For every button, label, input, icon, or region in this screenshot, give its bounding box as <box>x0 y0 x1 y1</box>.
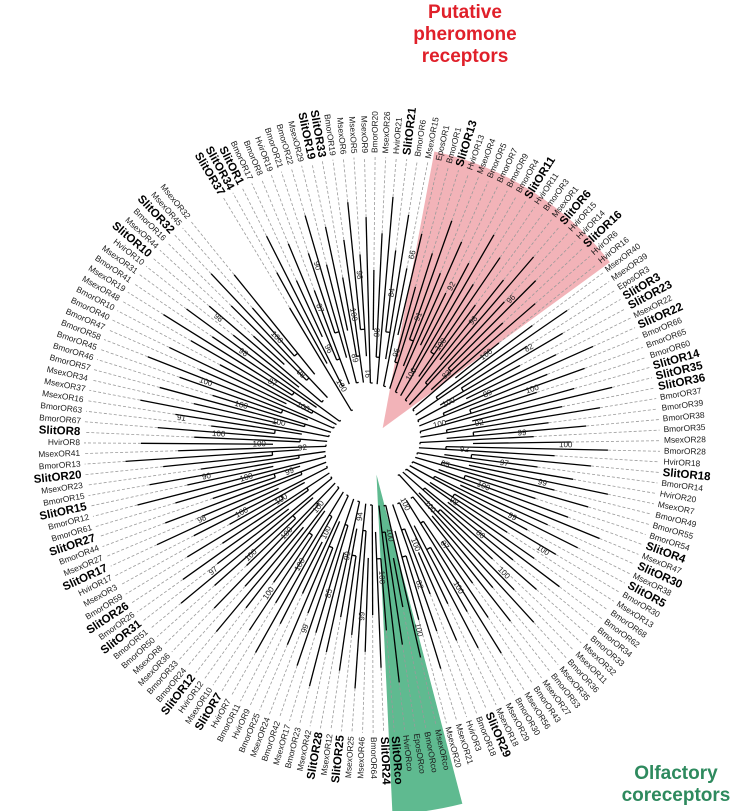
pheromone-clade-title: Putative pheromone receptors <box>380 2 550 68</box>
leaf-label: SlitOR24 <box>378 737 392 786</box>
bootstrap-value: 85 <box>323 587 334 598</box>
bootstrap-value: 96 <box>322 343 334 355</box>
bootstrap-value: 100 <box>234 399 250 411</box>
leaf-label: MsexOR46 <box>355 736 366 779</box>
leaf-label: SlitOR8 <box>39 424 82 438</box>
bootstrap-value: 100 <box>272 417 287 428</box>
bootstrap-value: 100 <box>334 377 349 394</box>
bootstrap-value: 99 <box>299 622 311 634</box>
pheromone-title-line-2: pheromone <box>413 24 517 45</box>
bootstrap-value: 100 <box>385 528 396 543</box>
bootstrap-value: 100 <box>432 418 448 430</box>
bootstrap-value: 97 <box>499 458 510 468</box>
bootstrap-value: 100 <box>496 565 512 581</box>
bootstrap-value: 100 <box>377 571 387 585</box>
bootstrap-value: 99 <box>517 428 527 437</box>
leaf-label: SlitOR25 <box>330 734 347 784</box>
bootstrap-value: 100 <box>293 556 308 573</box>
pheromone-title-line-1: Putative <box>428 2 502 23</box>
coreceptor-clade-title: Olfactory coreceptors <box>610 763 742 807</box>
leaf-label: HvirOR18 <box>663 456 701 468</box>
tree-branches <box>125 196 613 689</box>
bootstrap-value: 100 <box>559 440 573 449</box>
bootstrap-value: 98 <box>196 513 208 525</box>
leaf-label: SlitOR20 <box>33 469 82 486</box>
leaf-label: SlitOR18 <box>662 467 711 484</box>
bootstrap-value: 99 <box>284 465 296 477</box>
bootstrap-value: 100 <box>261 585 276 602</box>
bootstrap-value: 100 <box>409 537 422 553</box>
leaf-label: HvirORco <box>401 734 415 772</box>
bootstrap-value: 100 <box>234 505 251 520</box>
bootstrap-value: 82 <box>414 579 425 591</box>
bootstrap-value: 85 <box>439 459 451 470</box>
bootstrap-value: 91 <box>412 310 424 322</box>
leaf-label: HvirOR21 <box>391 117 404 155</box>
bootstrap-value: 100 <box>535 543 552 558</box>
bootstrap-value: 66 <box>407 249 418 260</box>
leaf-label: HvirOR8 <box>48 437 81 447</box>
bootstrap-value: 100 <box>476 479 492 493</box>
leaf-labels: SlitOR37SlitOR34SlitOR1BmorOR17BmorOR8Hv… <box>33 106 711 785</box>
bootstrap-value: 92 <box>474 418 485 428</box>
bootstrap-value: 99 <box>342 550 353 561</box>
bootstrap-value: 95 <box>391 346 402 358</box>
leaf-label: SlitORco <box>389 736 405 785</box>
leaf-label: MsexOR28 <box>664 434 706 445</box>
leaf-label: BmorOR67 <box>39 412 82 425</box>
bootstrap-value: 92 <box>460 444 470 454</box>
bootstrap-value: 87 <box>266 376 279 389</box>
bootstrap-value: 90 <box>312 260 324 272</box>
leaf-label: MsexOR25 <box>343 736 356 779</box>
leaf-label: BmorOR20 <box>369 111 379 153</box>
leaf-label: BmorOR35 <box>663 422 706 434</box>
bootstrap-value: 82 <box>523 341 536 354</box>
bootstrap-value: 100 <box>413 622 425 638</box>
coreceptor-title-line-2: coreceptors <box>621 785 731 806</box>
bootstrap-value: 98 <box>372 327 382 337</box>
bootstrap-value: 87 <box>438 539 451 552</box>
leaf-connectors <box>84 157 660 733</box>
leaf-label: BmorOR28 <box>664 446 706 457</box>
bootstrap-value: 99 <box>357 611 366 621</box>
bootstrap-value: 91 <box>176 413 186 423</box>
bootstrap-value: 89 <box>349 353 360 364</box>
bootstrap-value: 100 <box>319 524 333 540</box>
leaf-label: MsexOR5 <box>347 116 359 154</box>
leaf-label: BmorOR64 <box>369 737 379 779</box>
bootstrap-value: 100 <box>252 439 266 448</box>
leaf-label: MsexOR41 <box>38 448 81 459</box>
bootstrap-value: 92 <box>298 443 308 453</box>
bootstrap-value: 100 <box>525 383 541 396</box>
leaf-label: BmorOR38 <box>662 410 705 424</box>
bootstrap-value: 90 <box>201 471 212 482</box>
bootstrap-value: 98 <box>295 367 308 380</box>
bootstrap-value: 97 <box>207 564 220 577</box>
leaf-label: MsexOR9 <box>359 116 370 154</box>
pheromone-title-line-3: receptors <box>421 46 509 67</box>
bootstrap-value: 91 <box>364 368 373 378</box>
bootstrap-value: 94 <box>355 511 365 521</box>
bootstrap-value: 89 <box>482 388 494 400</box>
bootstrap-value: 100 <box>212 429 226 439</box>
bootstrap-value: 100 <box>348 307 359 322</box>
bootstrap-value: 99 <box>537 477 548 488</box>
leaf-label: BmorOR63 <box>40 400 83 415</box>
leaf-label: BmorOR13 <box>38 459 81 472</box>
leaf-label: SlitOR21 <box>401 106 419 156</box>
bootstrap-value: 87 <box>314 302 326 314</box>
bootstrap-value: 100 <box>239 471 255 484</box>
leaf-label: MsexOR26 <box>380 111 392 154</box>
bootstrap-value: 84 <box>387 287 397 298</box>
leaf-label: MsexOR6 <box>335 117 349 155</box>
bootstrap-value: 98 <box>212 311 225 324</box>
coreceptor-title-line-1: Olfactory <box>634 763 718 784</box>
bootstrap-value: 100 <box>398 496 412 512</box>
bootstrap-value: 98 <box>355 270 365 280</box>
bootstrap-value: 100 <box>198 375 214 388</box>
